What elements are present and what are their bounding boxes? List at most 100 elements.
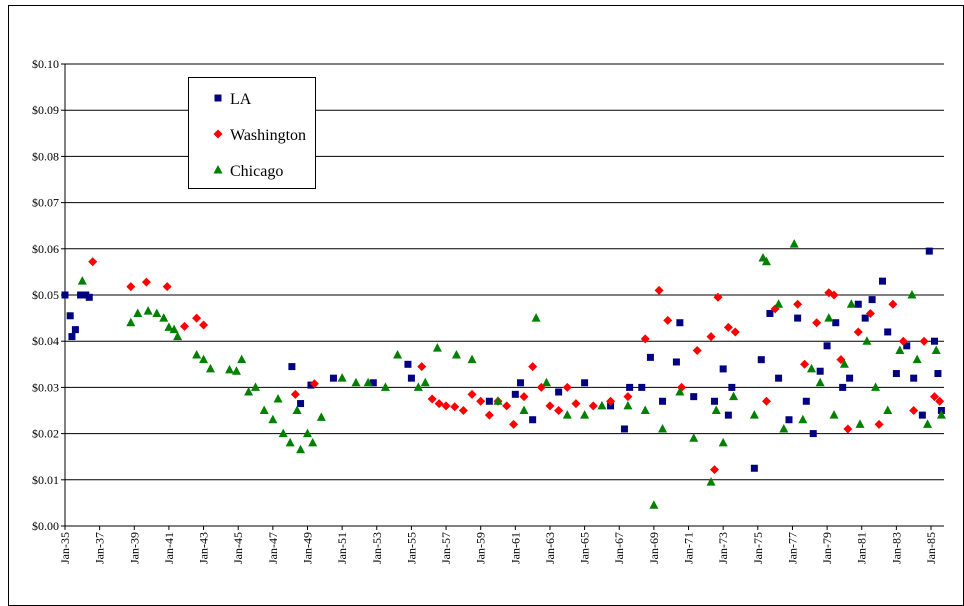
marker xyxy=(646,353,654,361)
marker xyxy=(597,400,607,410)
marker xyxy=(542,377,552,387)
marker xyxy=(774,299,784,308)
marker xyxy=(936,410,946,419)
marker xyxy=(580,410,590,419)
marker xyxy=(761,256,771,266)
marker xyxy=(509,419,519,429)
marker xyxy=(719,365,727,373)
marker xyxy=(923,419,933,428)
marker xyxy=(296,444,306,454)
marker xyxy=(839,383,847,391)
marker xyxy=(865,308,875,318)
marker xyxy=(571,399,581,409)
marker xyxy=(308,437,318,447)
marker xyxy=(545,401,555,411)
marker xyxy=(723,322,733,332)
marker xyxy=(77,276,87,285)
marker xyxy=(66,312,74,320)
marker xyxy=(555,388,563,396)
marker xyxy=(824,313,834,322)
marker xyxy=(690,393,698,401)
marker xyxy=(718,437,728,447)
marker xyxy=(846,299,856,308)
marker xyxy=(829,290,839,300)
legend-label: Washington xyxy=(230,127,306,144)
marker xyxy=(623,392,633,402)
marker xyxy=(883,405,893,414)
marker xyxy=(910,374,918,382)
marker xyxy=(288,363,296,371)
marker xyxy=(493,396,503,405)
marker xyxy=(290,389,300,399)
marker xyxy=(706,332,716,342)
marker xyxy=(213,129,223,139)
x-tick-label: Jan-45 xyxy=(231,532,245,564)
marker xyxy=(61,291,69,299)
x-tick-label: Jan-79 xyxy=(820,532,834,564)
marker xyxy=(919,336,929,346)
marker xyxy=(531,313,541,322)
marker xyxy=(724,411,732,419)
marker xyxy=(658,423,668,433)
marker xyxy=(467,389,477,399)
marker xyxy=(450,402,460,412)
marker xyxy=(749,410,759,419)
x-tick-label: Jan-61 xyxy=(508,532,522,564)
marker xyxy=(297,400,305,408)
marker xyxy=(918,411,926,419)
marker xyxy=(779,423,789,433)
chart-frame xyxy=(8,5,964,606)
marker xyxy=(785,416,793,424)
marker xyxy=(930,337,938,345)
x-tick-label: Jan-47 xyxy=(266,532,280,564)
marker xyxy=(337,373,347,382)
marker xyxy=(268,414,278,424)
marker xyxy=(88,257,98,267)
marker xyxy=(912,354,922,364)
marker xyxy=(802,397,810,405)
legend-label: LA xyxy=(230,91,252,108)
marker xyxy=(562,382,572,392)
marker xyxy=(316,412,326,421)
marker xyxy=(829,410,839,419)
y-tick-label: $0.03 xyxy=(32,380,59,394)
marker xyxy=(874,419,884,429)
marker xyxy=(809,430,817,438)
marker xyxy=(451,350,461,359)
marker xyxy=(126,317,136,327)
x-tick-label: Jan-77 xyxy=(785,532,799,564)
x-tick-label: Jan-63 xyxy=(543,532,557,564)
x-tick-label: Jan-69 xyxy=(647,532,661,564)
marker xyxy=(812,318,822,328)
x-tick-label: Jan-67 xyxy=(612,532,626,564)
marker xyxy=(351,377,361,387)
marker xyxy=(663,315,673,325)
x-tick-label: Jan-83 xyxy=(889,532,903,564)
marker xyxy=(728,383,736,391)
y-tick-label: $0.00 xyxy=(32,519,59,533)
marker xyxy=(843,424,853,434)
marker xyxy=(162,282,172,292)
marker xyxy=(654,285,664,295)
marker xyxy=(519,405,529,414)
marker xyxy=(884,328,892,336)
marker xyxy=(588,401,598,411)
marker xyxy=(800,359,810,369)
marker xyxy=(511,390,519,398)
marker xyxy=(143,306,153,315)
marker xyxy=(935,396,945,406)
x-tick-label: Jan-43 xyxy=(197,532,211,564)
marker xyxy=(432,343,442,352)
marker xyxy=(862,336,872,345)
marker xyxy=(244,387,254,396)
marker xyxy=(393,350,403,359)
marker xyxy=(309,379,319,389)
marker xyxy=(434,399,444,409)
y-tick-label: $0.09 xyxy=(32,103,59,117)
marker xyxy=(199,320,209,330)
marker xyxy=(775,374,783,382)
marker xyxy=(929,392,939,402)
marker xyxy=(854,300,862,308)
marker xyxy=(214,94,222,102)
